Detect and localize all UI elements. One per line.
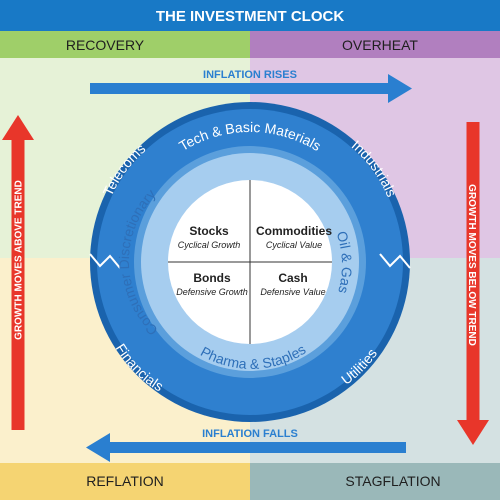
growth-above-trend-arrow	[2, 115, 34, 430]
bonds-sublabel: Defensive Growth	[176, 287, 248, 297]
stocks-label: Stocks	[189, 224, 229, 238]
stocks-sublabel: Cyclical Growth	[178, 240, 241, 250]
left-divider-mark	[89, 253, 121, 269]
inflation-rises-label: INFLATION RISES	[203, 69, 297, 81]
recovery-label: RECOVERY	[66, 37, 145, 53]
growth-below-trend-label: GROWTH MOVES BELOW TREND	[466, 184, 477, 346]
overheat-bar	[250, 31, 500, 58]
inflation-falls-arrow	[86, 433, 406, 462]
inflation-falls-label: INFLATION FALLS	[202, 428, 298, 440]
cash-sublabel: Defensive Value	[260, 287, 325, 297]
right-divider-mark	[379, 253, 411, 269]
reflation-bar	[0, 463, 250, 500]
stagflation-label: STAGFLATION	[345, 473, 440, 489]
overheat-label: OVERHEAT	[342, 37, 418, 53]
commodities-label: Commodities	[256, 224, 332, 238]
inflation-rises-arrow	[90, 74, 412, 103]
recovery-bar	[0, 31, 250, 58]
commodities-sublabel: Cyclical Value	[266, 240, 322, 250]
stagflation-bar	[250, 463, 500, 500]
page-title: THE INVESTMENT CLOCK	[156, 8, 345, 25]
cash-label: Cash	[278, 271, 307, 285]
reflation-label: REFLATION	[86, 473, 164, 489]
growth-above-trend-label: GROWTH MOVES ABOVE TREND	[14, 180, 25, 340]
bonds-label: Bonds	[193, 271, 231, 285]
growth-below-trend-arrow	[457, 122, 489, 445]
title-bar	[0, 0, 500, 31]
